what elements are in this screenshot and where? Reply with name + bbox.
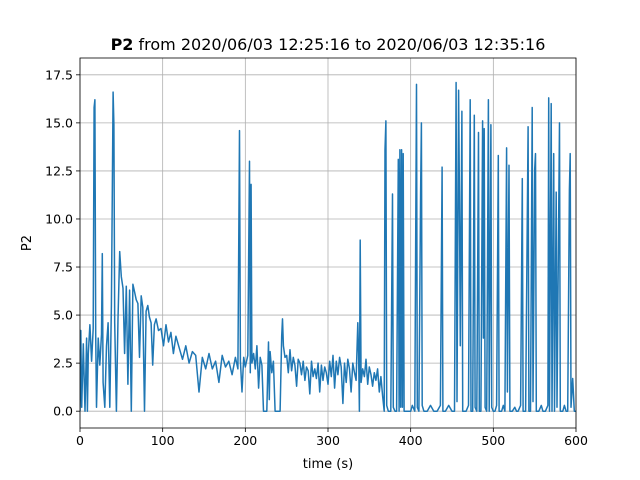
x-tick-label: 100 [151, 433, 175, 448]
x-axis-label: time (s) [303, 457, 353, 472]
y-tick-label: 15.0 [45, 115, 73, 130]
series-line-p2 [80, 81, 576, 412]
y-tick-label: 10.0 [45, 211, 73, 226]
y-axis: 0.0 2.5 5.0 7.5 10.0 12.5 15.0 17.5 [45, 67, 80, 419]
y-tick-label: 0.0 [53, 404, 73, 419]
chart-title-rest: from 2020/06/03 12:25:16 to 2020/06/03 1… [133, 35, 545, 54]
chart-title-bold: P2 [111, 35, 134, 54]
y-axis-label: P2 [20, 235, 35, 251]
x-tick-label: 400 [399, 433, 423, 448]
series-layer [80, 81, 576, 412]
x-tick-label: 200 [233, 433, 257, 448]
y-tick-label: 2.5 [53, 356, 73, 371]
grid-lines [79, 58, 577, 428]
y-tick-label: 7.5 [53, 260, 73, 275]
x-tick-label: 0 [76, 433, 84, 448]
x-tick-label: 500 [481, 433, 505, 448]
chart-title: P2 from 2020/06/03 12:25:16 to 2020/06/0… [111, 35, 546, 54]
y-tick-label: 12.5 [45, 163, 73, 178]
y-tick-label: 17.5 [45, 67, 73, 82]
y-tick-label: 5.0 [53, 308, 73, 323]
x-tick-label: 600 [564, 433, 588, 448]
x-axis: 0 100 200 300 400 500 600 [76, 428, 588, 448]
x-tick-label: 300 [316, 433, 340, 448]
